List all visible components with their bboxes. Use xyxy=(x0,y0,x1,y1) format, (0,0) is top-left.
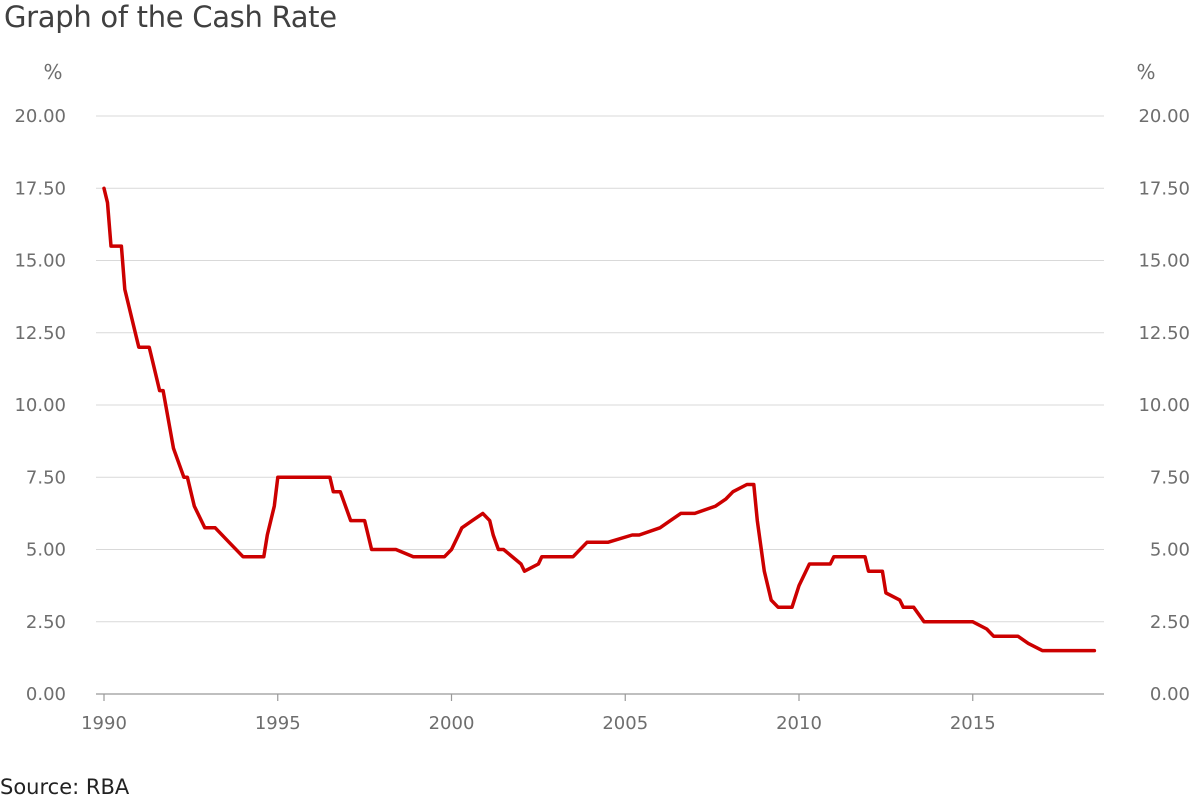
y-tick-label-left: 20.00 xyxy=(14,106,66,127)
y-tick-label-left: 0.00 xyxy=(26,684,66,705)
x-tick-label: 2010 xyxy=(776,713,822,734)
y-tick-label-right: 2.50 xyxy=(1150,612,1190,633)
y-tick-label-right: 10.00 xyxy=(1138,395,1190,416)
chart-title: Graph of the Cash Rate xyxy=(4,0,337,34)
x-tick-label: 2015 xyxy=(950,713,996,734)
y-tick-label-left: 7.50 xyxy=(26,467,66,488)
x-tick-label: 2005 xyxy=(602,713,648,734)
y-tick-label-right: 20.00 xyxy=(1138,106,1190,127)
x-tick-label: 2000 xyxy=(429,713,475,734)
x-tick-label: 1990 xyxy=(81,713,127,734)
y-tick-label-right: 15.00 xyxy=(1138,251,1190,272)
y-tick-label-left: 12.50 xyxy=(14,323,66,344)
y-tick-label-right: 0.00 xyxy=(1150,684,1190,705)
y-tick-label-left: 15.00 xyxy=(14,251,66,272)
y-tick-label-right: 5.00 xyxy=(1150,540,1190,561)
y-unit-left-label: % xyxy=(43,60,62,84)
x-tick-label: 1995 xyxy=(255,713,301,734)
y-tick-label-left: 2.50 xyxy=(26,612,66,633)
y-tick-label-right: 17.50 xyxy=(1138,178,1190,199)
y-tick-label-left: 17.50 xyxy=(14,178,66,199)
y-tick-label-right: 7.50 xyxy=(1150,467,1190,488)
y-tick-label-right: 12.50 xyxy=(1138,323,1190,344)
x-axis: 1990 1995 2000 2005 2010 2015 xyxy=(81,693,1104,734)
y-axis-right: 0.00 2.50 5.00 7.50 10.00 12.50 15.00 17.50 20.0… xyxy=(1138,106,1190,705)
series-line-cash-rate xyxy=(102,186,1097,653)
y-tick-label-left: 10.00 xyxy=(14,395,66,416)
source-note: Source: RBA xyxy=(0,775,130,799)
y-unit-right-label: % xyxy=(1136,60,1155,84)
gridlines xyxy=(96,115,1104,623)
y-tick-label-left: 5.00 xyxy=(26,540,66,561)
y-axis-left: 0.00 2.50 5.00 7.50 10.00 12.50 15.00 17.50 20.0… xyxy=(14,106,66,705)
